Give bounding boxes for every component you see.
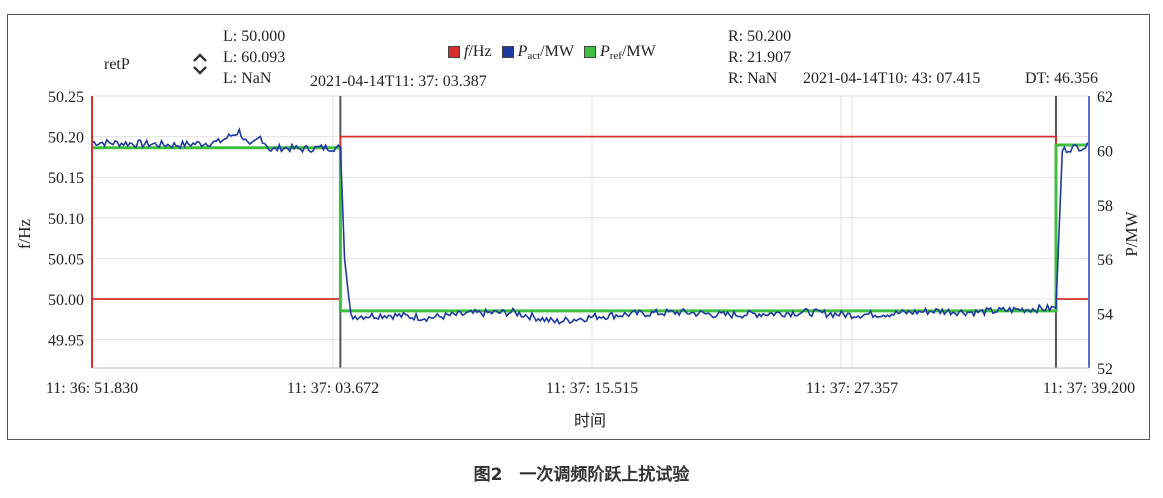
cursor-right-timestamp: 2021-04-14T10: 43: 07.415 xyxy=(803,70,981,87)
legend-item-f: f/Hz xyxy=(448,43,492,61)
series-selector-label[interactable]: retP xyxy=(104,56,130,73)
tick-labels: 50.25 50.20 50.15 50.10 50.05 50.00 49.95 62 60 5… xyxy=(46,89,1135,397)
x-tick: 11: 37: 39.200 xyxy=(1043,380,1135,397)
cursor-left-value-1: L: 50.000 xyxy=(223,28,286,45)
cursor-left-timestamp: 2021-04-14T11: 37: 03.387 xyxy=(310,73,487,90)
y-tick-left: 50.25 xyxy=(48,89,84,106)
series-line-pactmw xyxy=(91,127,1089,325)
cursor-right-value-2: R: 21.907 xyxy=(728,49,792,66)
series-lines xyxy=(91,127,1089,325)
x-tick: 11: 37: 03.672 xyxy=(287,380,379,397)
y-tick-right: 58 xyxy=(1097,198,1113,215)
series-line-fhz xyxy=(92,135,1089,300)
series-line-prefmw xyxy=(92,143,1089,313)
y-axis-label-left: f/Hz xyxy=(15,218,34,249)
y-tick-right: 56 xyxy=(1097,252,1113,269)
legend-swatch-f xyxy=(448,46,460,58)
x-axis-label: 时间 xyxy=(574,411,606,430)
y-tick-left: 50.20 xyxy=(48,130,84,147)
y-tick-left: 50.15 xyxy=(48,170,84,187)
x-tick: 11: 37: 27.357 xyxy=(806,380,898,397)
y-tick-right: 62 xyxy=(1097,89,1113,106)
updown-chevron-icon[interactable] xyxy=(190,50,210,78)
x-tick: 11: 36: 51.830 xyxy=(46,380,138,397)
y-tick-left: 50.10 xyxy=(48,211,84,228)
y-tick-right: 52 xyxy=(1097,361,1113,378)
chart-svg: 50.25 50.20 50.15 50.10 50.05 50.00 49.95 62 60 5… xyxy=(15,89,1141,430)
cursor-left-value-3: L: NaN xyxy=(223,70,272,87)
y-tick-right: 54 xyxy=(1097,307,1113,324)
figure-caption: 图2 一次调频阶跃上扰试验 xyxy=(473,465,690,485)
cursor-right-value-3: R: NaN xyxy=(728,70,778,87)
legend-swatch-pact xyxy=(501,46,514,58)
y-tick-left: 50.00 xyxy=(48,292,84,309)
x-tick: 11: 37: 15.515 xyxy=(546,380,638,397)
y-tick-left: 50.05 xyxy=(48,251,84,268)
cursor-left-value-2: L: 60.093 xyxy=(223,49,286,66)
y-axis-label-right: P/MW xyxy=(1122,210,1141,256)
y-tick-right: 60 xyxy=(1097,143,1113,160)
y-tick-left: 49.95 xyxy=(48,333,84,350)
legend-swatch-pref xyxy=(583,46,596,58)
axes xyxy=(91,96,1090,369)
chart-panel xyxy=(7,14,1150,440)
cursor-delta-time: DT: 46.356 xyxy=(1025,70,1098,87)
cursor-right-value-1: R: 50.200 xyxy=(728,28,792,45)
